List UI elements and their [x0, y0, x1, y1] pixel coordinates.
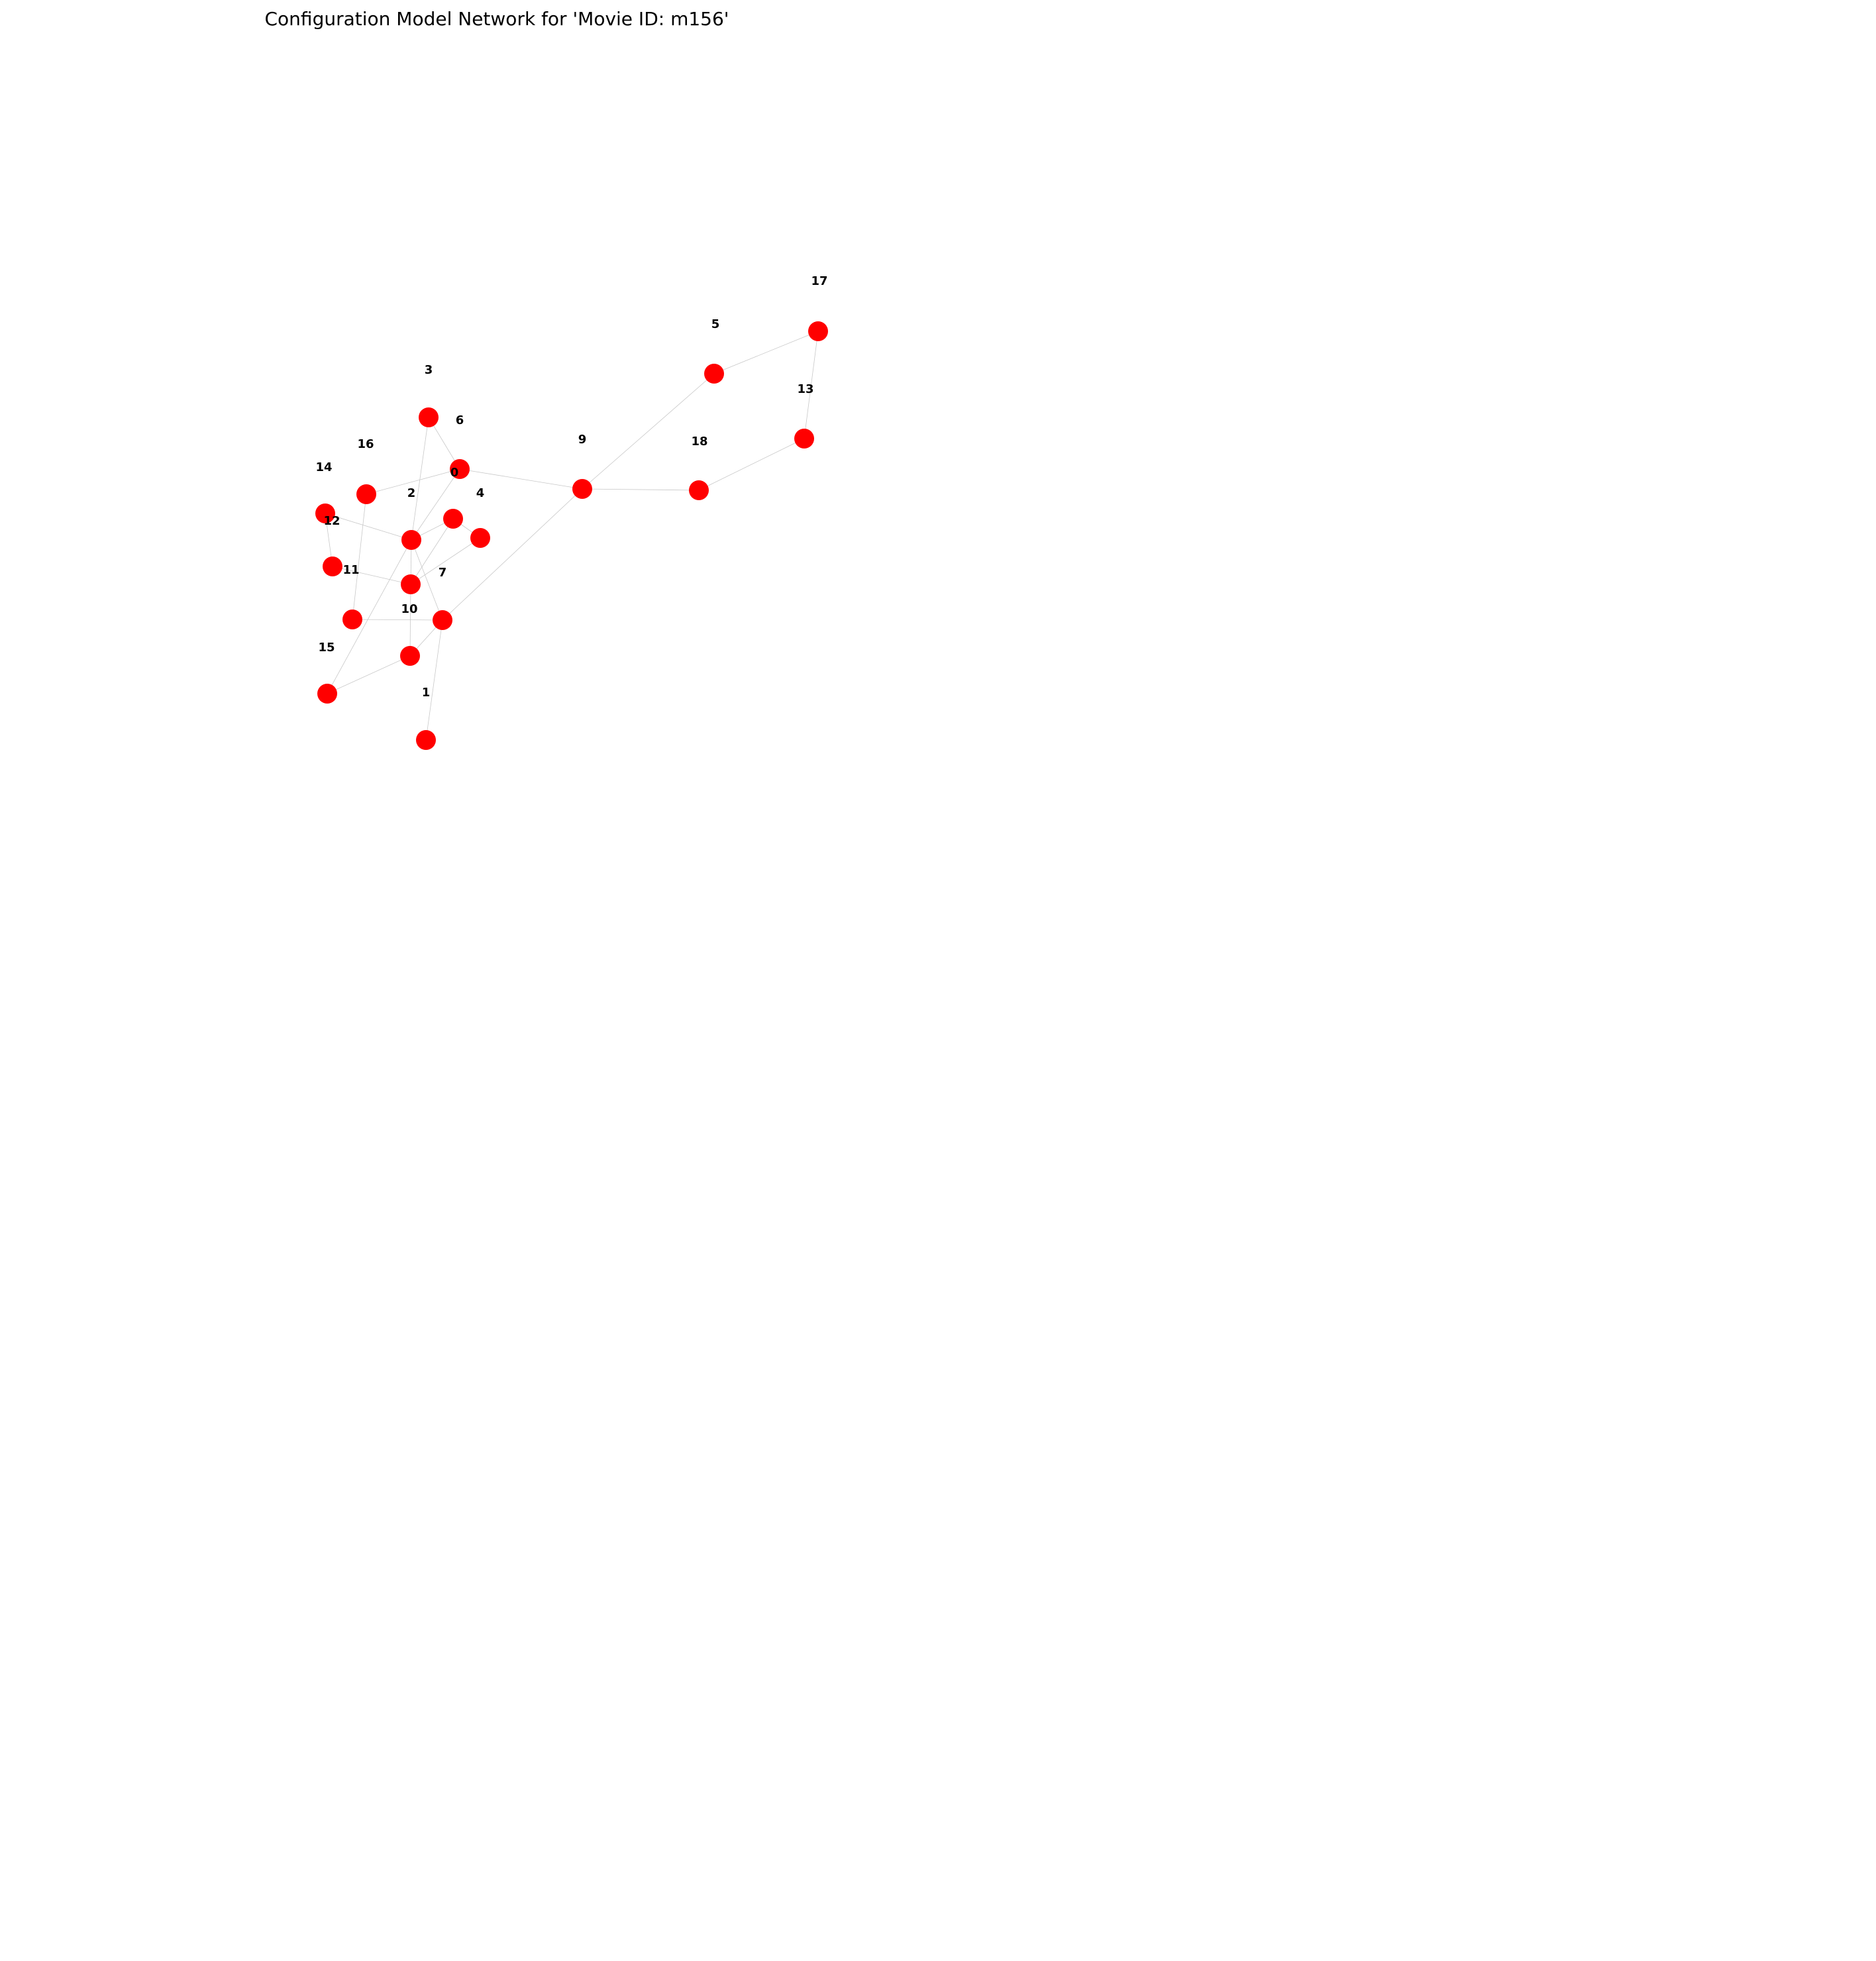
edge-13-18	[698, 438, 805, 491]
node-2	[401, 530, 421, 550]
edge-20-15	[327, 655, 411, 694]
nodes-layer	[315, 321, 828, 750]
edge-19-10	[352, 619, 443, 621]
edges-layer	[325, 331, 819, 741]
edge-8-7	[410, 518, 454, 585]
node-7	[401, 574, 421, 594]
figure-title: Configuration Model Network for 'Movie I…	[264, 8, 729, 30]
node-19	[342, 610, 362, 629]
node-label-6: 6	[456, 413, 464, 427]
node-label-12: 12	[323, 514, 340, 528]
node-18	[689, 480, 709, 500]
node-label-0: 0	[450, 466, 459, 480]
node-label-1: 1	[422, 686, 431, 700]
edge-2-10	[411, 539, 443, 621]
node-20	[400, 646, 420, 666]
edge-16-19	[352, 494, 367, 620]
node-label-15: 15	[318, 641, 335, 655]
node-label-13: 13	[797, 382, 813, 396]
edge-11-7	[332, 566, 411, 585]
node-label-11: 11	[342, 563, 359, 577]
node-0	[450, 459, 470, 479]
edge-0-2	[411, 468, 460, 541]
node-label-9: 9	[578, 433, 587, 447]
node-label-3: 3	[425, 363, 433, 377]
node-label-7: 7	[439, 566, 447, 580]
node-label-2: 2	[407, 486, 416, 500]
edge-9-0	[459, 468, 583, 490]
node-8	[443, 509, 463, 529]
node-3	[419, 407, 439, 427]
edge-0-16	[366, 468, 460, 495]
node-4	[470, 528, 490, 548]
edge-3-2	[411, 417, 429, 541]
node-label-18: 18	[691, 435, 707, 449]
node-10	[433, 610, 452, 630]
node-9	[572, 479, 592, 499]
edge-4-7	[410, 537, 481, 585]
edge-14-2	[325, 513, 412, 541]
node-13	[794, 429, 814, 449]
node-label-14: 14	[315, 460, 332, 474]
node-label-5: 5	[711, 317, 720, 331]
node-15	[317, 684, 337, 704]
edge-2-15	[327, 539, 412, 694]
node-label-16: 16	[357, 437, 374, 451]
node-1	[416, 730, 436, 750]
edge-17-5	[713, 331, 819, 374]
edge-17-13	[804, 331, 819, 439]
node-17	[808, 321, 828, 341]
node-11	[323, 556, 342, 576]
edge-10-1	[425, 619, 443, 741]
edge-5-9	[582, 373, 715, 490]
node-16	[356, 484, 376, 504]
node-label-10: 10	[401, 602, 417, 616]
edge-3-0	[428, 417, 460, 470]
edge-9-10	[442, 488, 583, 621]
edge-18-9	[582, 488, 700, 491]
node-14	[315, 504, 335, 523]
node-label-17: 17	[811, 274, 827, 288]
node-label-4: 4	[476, 486, 485, 500]
node-5	[704, 364, 724, 384]
